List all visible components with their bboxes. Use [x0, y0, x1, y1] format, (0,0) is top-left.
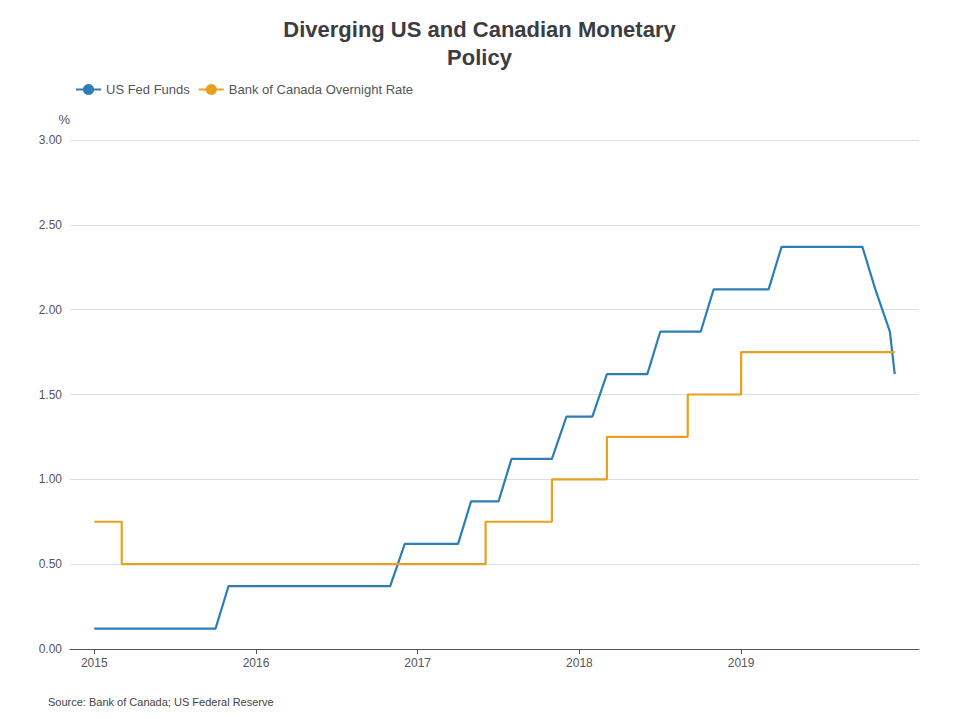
svg-text:US Fed Funds: US Fed Funds	[106, 82, 190, 97]
svg-text:2017: 2017	[404, 656, 431, 670]
svg-text:Source: Bank of Canada; US Fed: Source: Bank of Canada; US Federal Reser…	[48, 696, 274, 708]
svg-text:0.00: 0.00	[39, 642, 63, 656]
svg-text:2019: 2019	[728, 656, 755, 670]
svg-text:2.50: 2.50	[39, 218, 63, 232]
svg-text:Diverging US and Canadian Mone: Diverging US and Canadian Monetary	[283, 17, 676, 42]
svg-text:2018: 2018	[566, 656, 593, 670]
svg-text:Bank of Canada Overnight Rate: Bank of Canada Overnight Rate	[229, 82, 413, 97]
svg-text:1.50: 1.50	[39, 388, 63, 402]
svg-text:2015: 2015	[81, 656, 108, 670]
svg-text:2016: 2016	[243, 656, 270, 670]
svg-text:1.00: 1.00	[39, 472, 63, 486]
svg-text:0.50: 0.50	[39, 557, 63, 571]
svg-text:Policy: Policy	[447, 45, 513, 70]
svg-text:%: %	[58, 112, 70, 127]
svg-text:3.00: 3.00	[39, 133, 63, 147]
svg-text:2.00: 2.00	[39, 303, 63, 317]
